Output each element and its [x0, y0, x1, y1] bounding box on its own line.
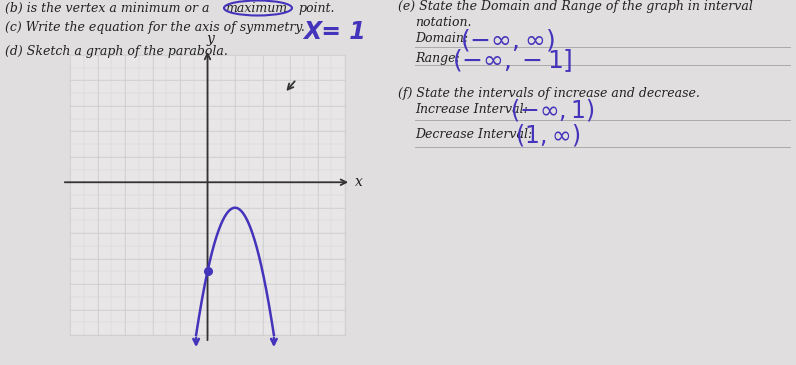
Text: Domain:: Domain: — [415, 32, 468, 45]
Text: $(1,\infty)$: $(1,\infty)$ — [515, 122, 580, 148]
Text: $(-\infty,-1]$: $(-\infty,-1]$ — [452, 47, 572, 74]
Text: notation.: notation. — [415, 16, 471, 29]
Text: point.: point. — [298, 2, 334, 15]
Text: $(-\infty,\infty)$: $(-\infty,\infty)$ — [460, 27, 555, 53]
Text: Increase Interval:: Increase Interval: — [415, 103, 528, 116]
Bar — [70, 55, 345, 335]
Text: y: y — [207, 32, 214, 46]
Text: (c) Write the equation for the axis of symmetry.: (c) Write the equation for the axis of s… — [5, 21, 305, 34]
Text: maximum: maximum — [225, 2, 287, 15]
Text: Decrease Interval:: Decrease Interval: — [415, 128, 533, 141]
Text: $(-\infty, 1)$: $(-\infty, 1)$ — [510, 97, 595, 123]
Text: x: x — [355, 175, 363, 189]
Text: (e) State the Domain and Range of the graph in interval: (e) State the Domain and Range of the gr… — [398, 0, 753, 13]
Text: (f) State the intervals of increase and decrease.: (f) State the intervals of increase and … — [398, 87, 700, 100]
Text: (d) Sketch a graph of the parabola.: (d) Sketch a graph of the parabola. — [5, 45, 228, 58]
Text: X= 1: X= 1 — [303, 20, 365, 44]
Text: Range:: Range: — [415, 52, 460, 65]
Text: (b) is the vertex a minimum or a: (b) is the vertex a minimum or a — [5, 2, 209, 15]
